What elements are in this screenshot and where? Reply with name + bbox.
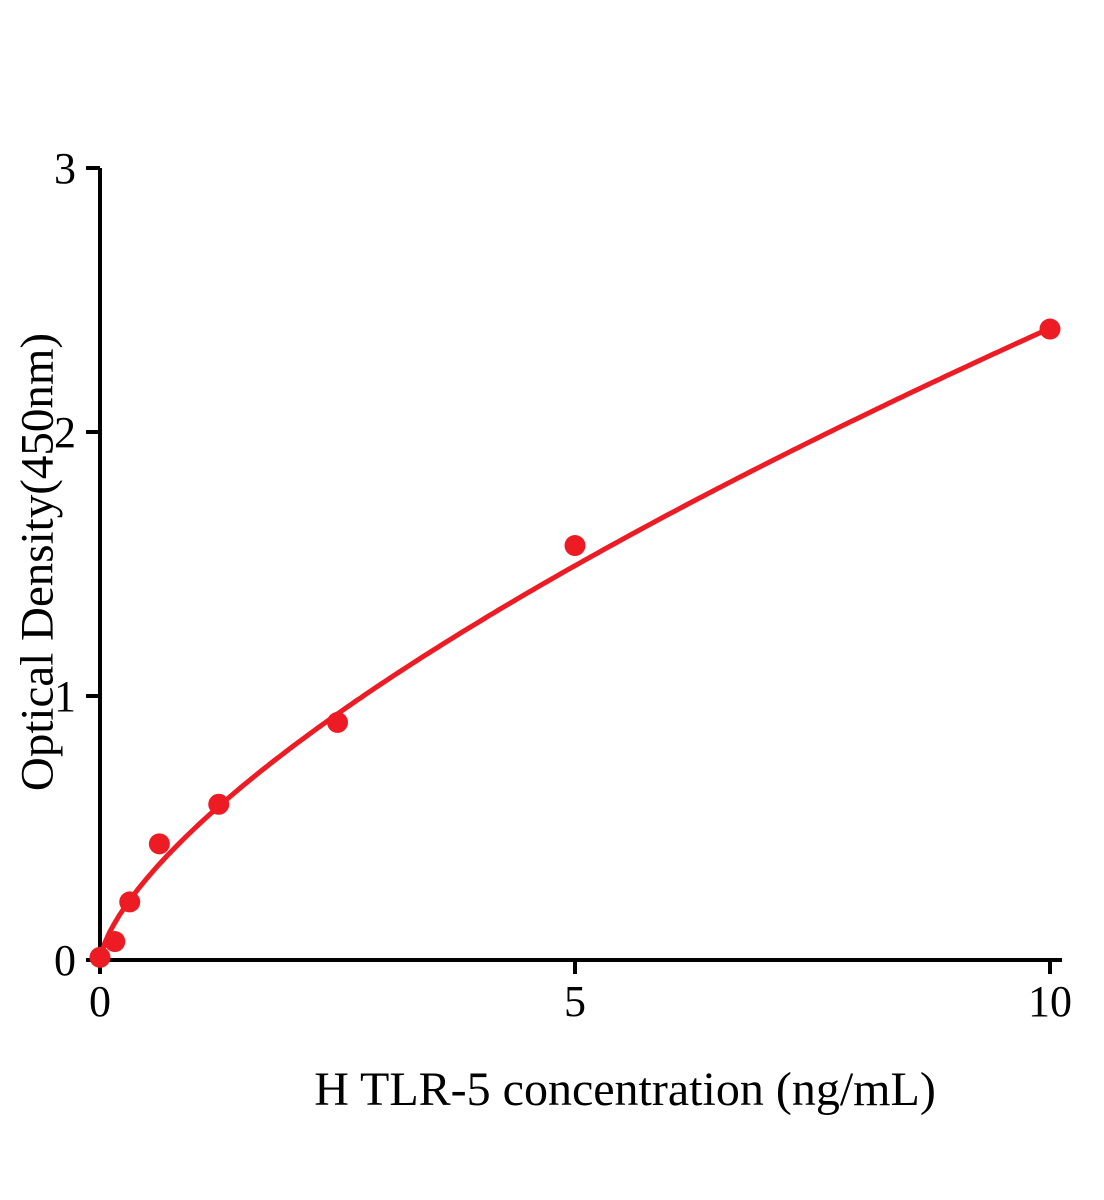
data-point [119,891,141,913]
y-tick-label: 3 [54,144,76,193]
x-axis-title: H TLR-5 concentration (ng/mL) [314,1063,936,1116]
data-point [148,833,170,855]
data-point [1039,318,1061,340]
data-point [208,793,230,815]
y-tick-label: 0 [54,936,76,985]
x-tick-label: 0 [89,977,111,1026]
y-tick-label: 2 [54,408,76,457]
data-point [89,946,111,968]
data-point [327,711,348,733]
data-point [104,931,126,953]
fit-curve [97,325,1053,963]
x-tick-label: 10 [1028,977,1072,1026]
y-tick-label: 1 [54,672,76,721]
y-axis-title: Optical Density(450nm) [11,332,64,792]
data-point [564,535,586,557]
x-tick-label: 5 [564,977,586,1026]
